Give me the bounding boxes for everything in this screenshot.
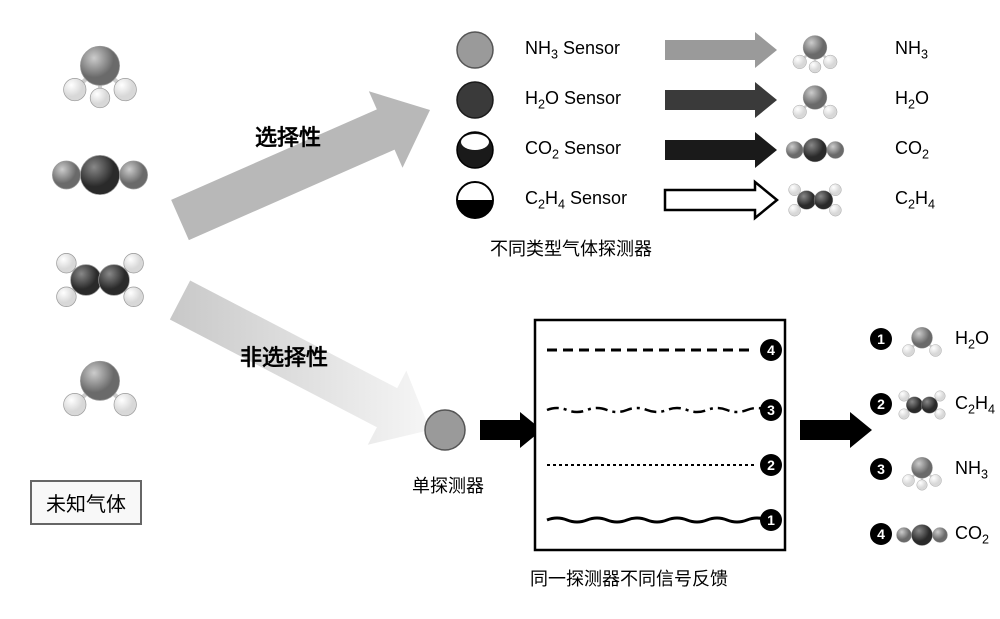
result-label-4: CO2 — [955, 523, 989, 547]
sensor-label-3: C2H4 Sensor — [525, 188, 627, 212]
signal-num-4: 4 — [760, 339, 782, 361]
result-num-2: 2 — [870, 393, 892, 415]
sensor-label-1: H2O Sensor — [525, 88, 621, 112]
signal-num-1: 1 — [760, 509, 782, 531]
signalbox-caption: 同一探测器不同信号反馈 — [530, 565, 728, 591]
result-num-1: 1 — [870, 328, 892, 350]
selective-label: 选择性 — [255, 120, 321, 152]
result-label-2: C2H4 — [955, 393, 995, 417]
result-num-4: 4 — [870, 523, 892, 545]
signal-num-2: 2 — [760, 454, 782, 476]
sensor-mol-label-2: CO2 — [895, 138, 929, 162]
result-label-3: NH3 — [955, 458, 988, 482]
unknown-gas-label: 未知气体 — [30, 480, 142, 525]
sensors-caption: 不同类型气体探测器 — [490, 235, 652, 261]
sensor-mol-label-0: NH3 — [895, 38, 928, 62]
signal-num-3: 3 — [760, 399, 782, 421]
diagram-canvas — [0, 0, 1000, 619]
single-detector-label: 单探测器 — [412, 472, 484, 498]
result-label-1: H2O — [955, 328, 989, 352]
sensor-mol-label-1: H2O — [895, 88, 929, 112]
sensor-label-0: NH3 Sensor — [525, 38, 620, 62]
result-num-3: 3 — [870, 458, 892, 480]
sensor-mol-label-3: C2H4 — [895, 188, 935, 212]
sensor-label-2: CO2 Sensor — [525, 138, 621, 162]
nonselective-label: 非选择性 — [240, 340, 328, 372]
